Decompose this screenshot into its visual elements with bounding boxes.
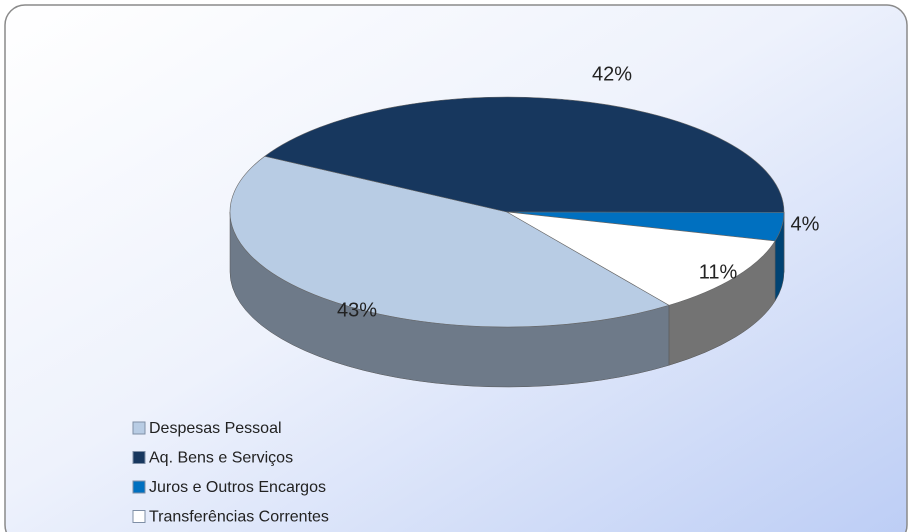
legend-swatch bbox=[132, 421, 146, 435]
pie-slice bbox=[506, 211, 776, 306]
legend-label: Transferências Correntes bbox=[149, 509, 329, 526]
data-label: 43% bbox=[337, 299, 377, 321]
pie-slice bbox=[264, 96, 785, 213]
legend-swatch bbox=[132, 510, 146, 523]
pie bbox=[229, 96, 785, 388]
legend-label: Aq. Bens e Serviços bbox=[149, 450, 293, 467]
legend-label: Juros e Outros Encargos bbox=[149, 479, 326, 496]
legend: Despesas Pessoal Aq. Bens e Serviços Juros… bbox=[132, 420, 329, 526]
legend-swatch bbox=[132, 480, 146, 494]
legend-swatch bbox=[132, 451, 146, 464]
data-label: 42% bbox=[592, 63, 632, 85]
pie-slice bbox=[229, 155, 670, 328]
legend-label: Despesas Pessoal bbox=[149, 420, 282, 437]
data-label: 4% bbox=[791, 213, 820, 235]
data-label: 11% bbox=[699, 261, 738, 283]
